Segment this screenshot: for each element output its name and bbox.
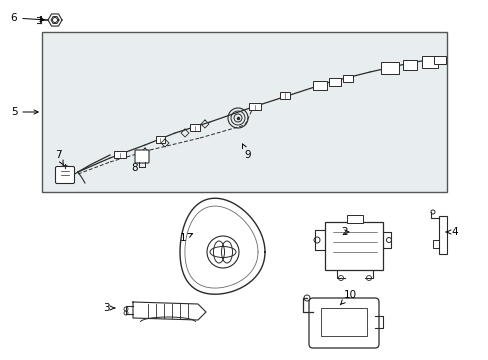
Text: 8: 8 [131, 159, 139, 173]
Text: 4: 4 [445, 227, 457, 237]
Bar [280, 91, 289, 99]
Bar [312, 81, 326, 90]
Text: 1: 1 [179, 233, 192, 243]
FancyBboxPatch shape [308, 298, 378, 348]
Bar [42, 32, 446, 192]
Bar [421, 56, 437, 68]
Bar [346, 215, 362, 223]
Bar [248, 104, 261, 111]
FancyBboxPatch shape [135, 150, 149, 163]
Bar [342, 75, 352, 81]
Bar [320, 308, 366, 336]
Bar [190, 125, 200, 131]
Bar [433, 56, 445, 64]
Text: 6: 6 [11, 13, 44, 23]
FancyBboxPatch shape [55, 166, 74, 184]
Bar [325, 222, 382, 270]
Text: 3: 3 [102, 303, 115, 313]
Text: 10: 10 [340, 290, 356, 305]
Text: 9: 9 [242, 144, 251, 160]
Text: 2: 2 [341, 227, 348, 237]
Bar [155, 136, 164, 144]
Bar [328, 78, 340, 86]
Text: 5: 5 [11, 107, 38, 117]
Text: 7: 7 [55, 150, 63, 165]
Bar [114, 152, 126, 158]
Bar [438, 216, 446, 254]
Bar [402, 60, 416, 70]
Bar [380, 62, 398, 74]
